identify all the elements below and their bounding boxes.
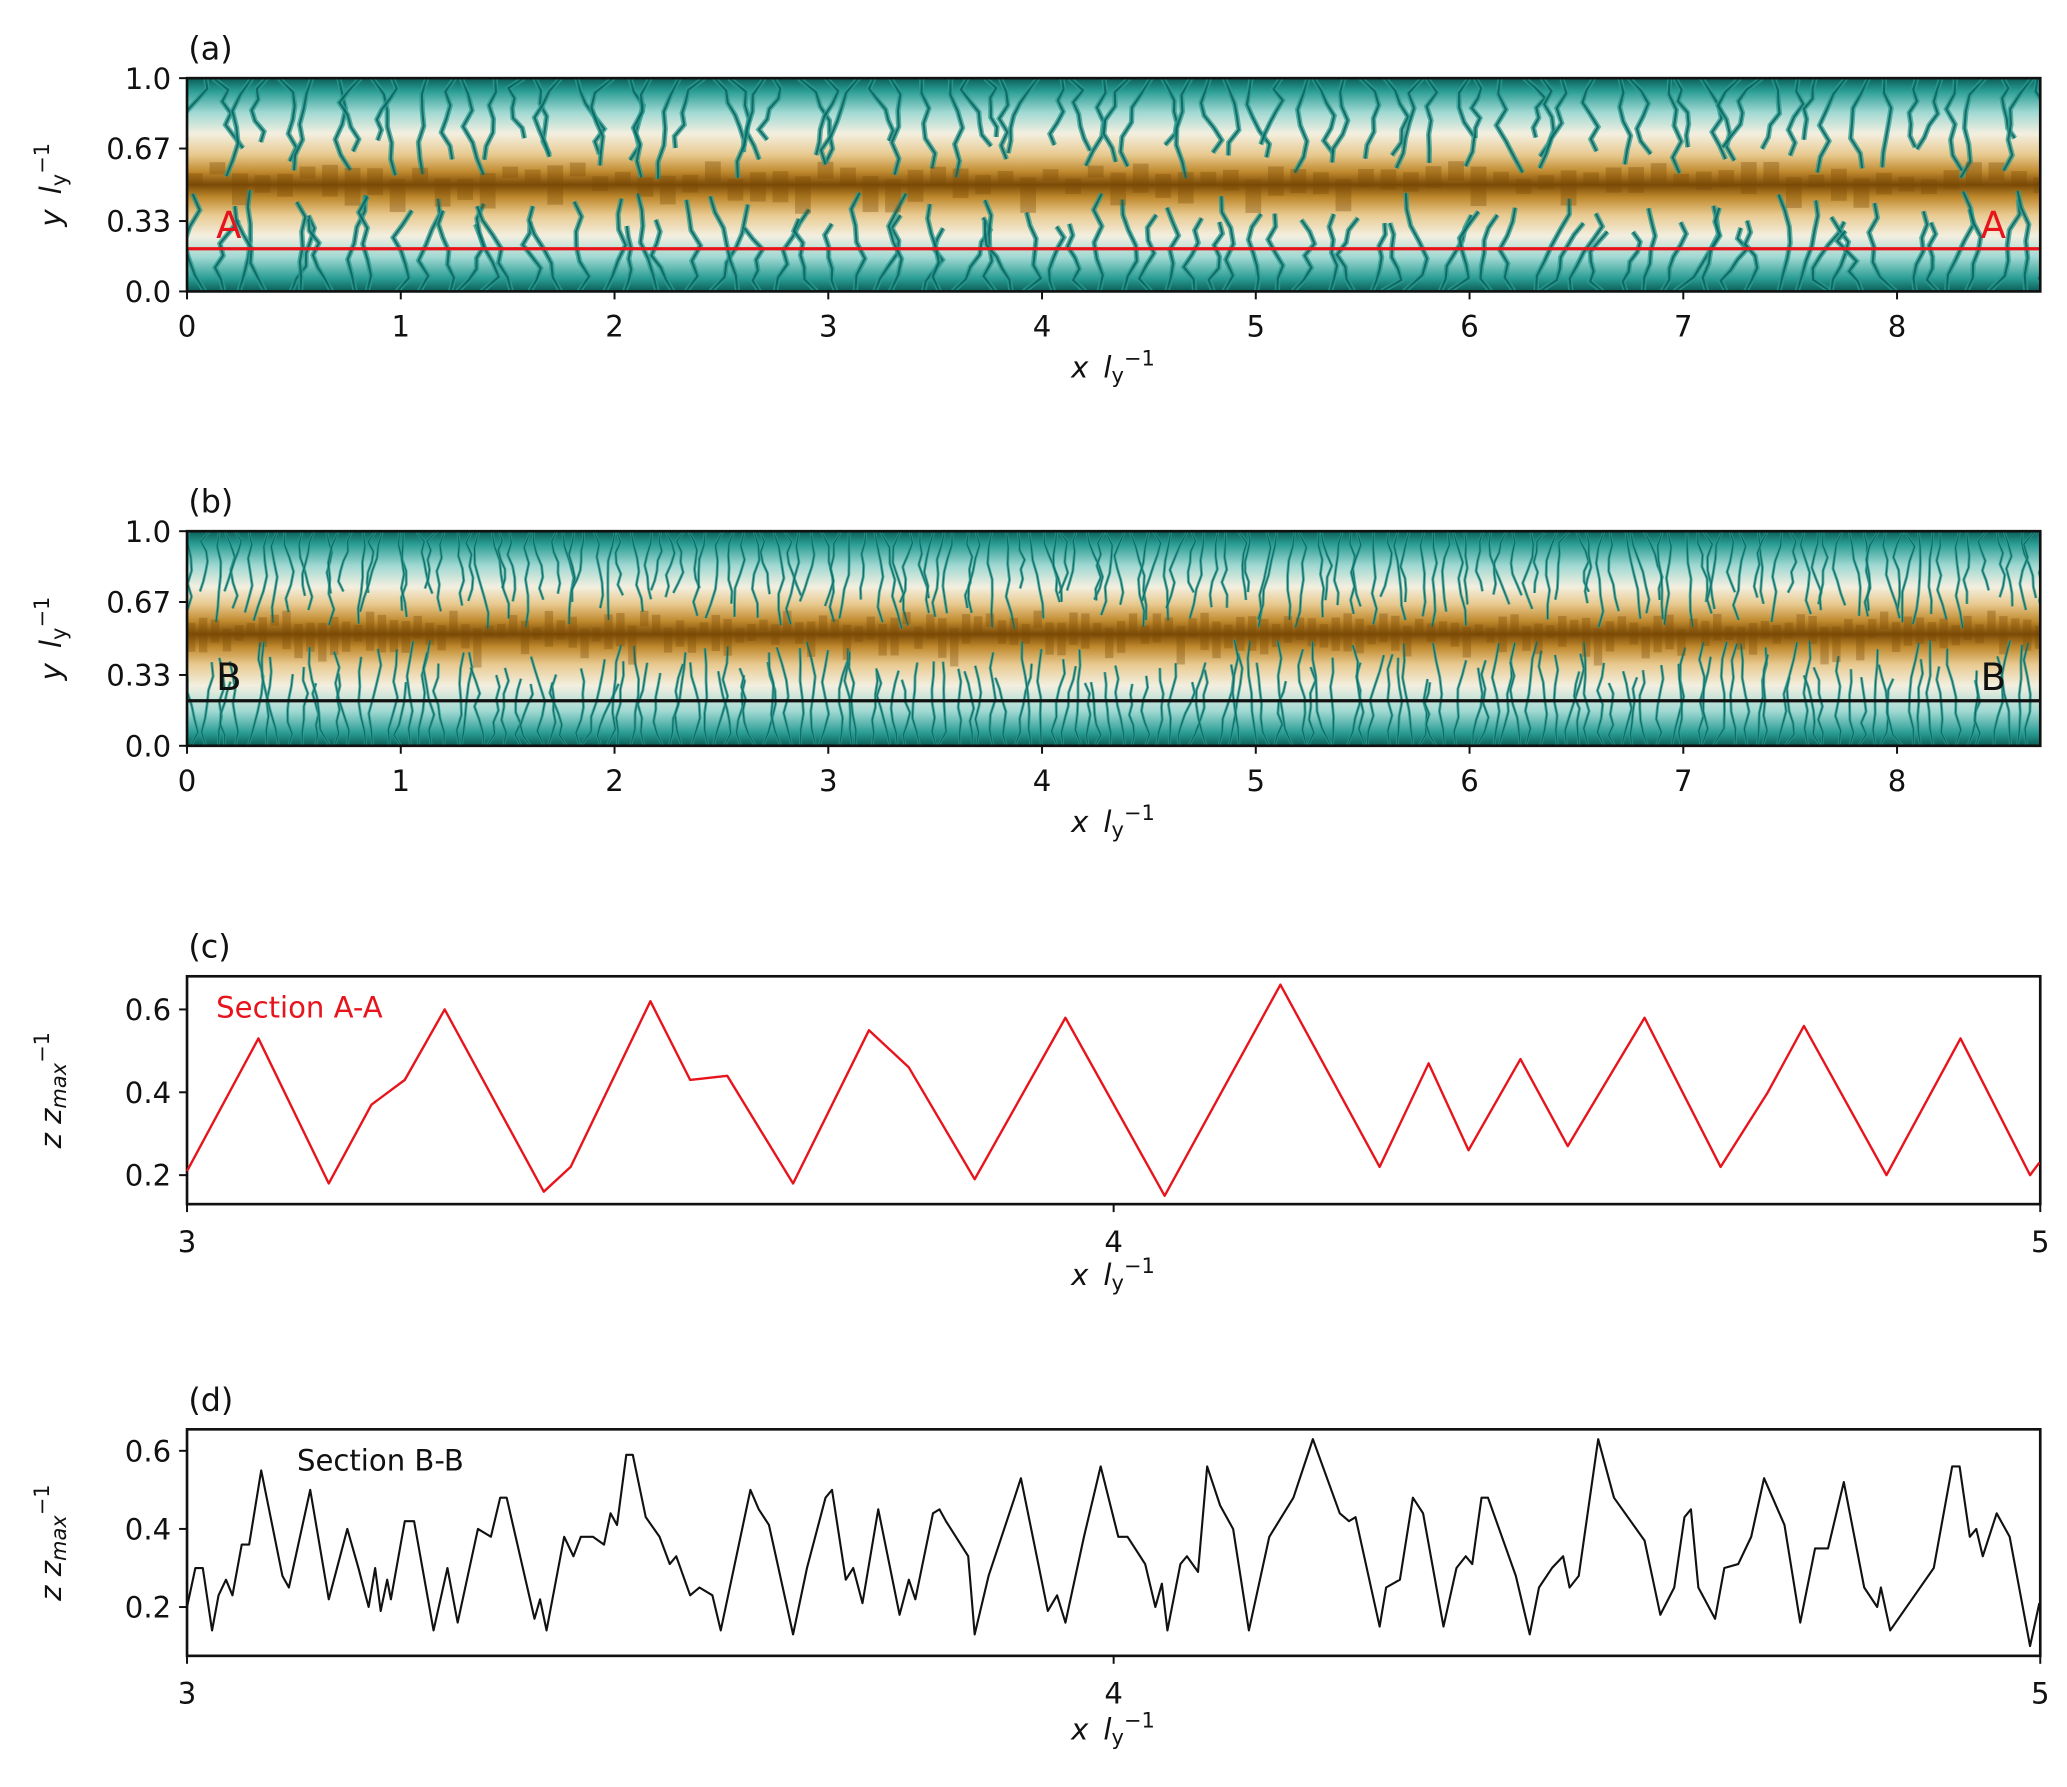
x-tick-label: 1: [392, 764, 411, 798]
elevation-map: [187, 78, 2041, 292]
x-tick-label: 3: [819, 764, 838, 798]
x-axis-label: x ly−1: [1070, 347, 1155, 388]
x-tick-label: 1: [392, 309, 411, 343]
section-label-right: B: [1981, 656, 2006, 699]
panel-label: (b): [188, 484, 233, 521]
y-tick-label: 0.2: [125, 1159, 171, 1193]
x-tick-label: 5: [1247, 309, 1266, 343]
y-tick-label: 0.6: [125, 1434, 171, 1468]
x-axis-label: x ly−1: [1070, 1254, 1155, 1295]
plot-frame: [185, 974, 2042, 1206]
x-tick-label: 3: [819, 309, 838, 343]
x-tick-label: 8: [1888, 309, 1907, 343]
panel-label: (d): [188, 1382, 233, 1419]
y-tick-label: 0.33: [106, 659, 171, 693]
x-tick-label: 0: [178, 764, 197, 798]
y-axis-label: z zmax−1: [31, 1484, 72, 1601]
x-tick-label: 4: [1033, 309, 1052, 343]
panel-c: (c) 3 4 5 0.2 0.4 0.6 Section A-A x ly−1 z zmax−1: [31, 929, 2050, 1295]
x-tick-label: 6: [1460, 764, 1479, 798]
y-axis-label: z zmax−1: [31, 1032, 72, 1149]
y-tick-label: 1.0: [125, 515, 171, 549]
y-tick-label: 0.33: [106, 205, 171, 239]
x-tick-label: 6: [1460, 309, 1479, 343]
y-tick-label: 0.4: [125, 1076, 171, 1110]
x-tick-label: 0: [178, 309, 197, 343]
section-label-left: A: [216, 204, 242, 247]
y-tick-label: 0.6: [125, 993, 171, 1027]
x-tick-label: 4: [1104, 1677, 1123, 1711]
panel-label: (a): [188, 31, 232, 68]
x-tick-label: 5: [2031, 1677, 2050, 1711]
panel-b: (b) B B 0 1 2 3 4 5 6 7 8 0.0 0.33 0.67 1.0 x ly−1 y ly−1: [31, 484, 2042, 842]
y-axis-label: y ly−1: [31, 597, 72, 682]
x-tick-label: 2: [605, 764, 624, 798]
x-tick-label: 2: [605, 309, 624, 343]
plot-frame: [185, 76, 2042, 293]
x-tick-label: 3: [178, 1225, 197, 1259]
y-tick-label: 0.4: [125, 1513, 171, 1547]
drainage-network: [187, 531, 2041, 746]
x-tick-label: 7: [1674, 309, 1693, 343]
x-tick-label: 8: [1888, 764, 1907, 798]
x-tick-label: 5: [1247, 764, 1266, 798]
plot-frame: [185, 1428, 2042, 1658]
y-tick-label: 0.67: [106, 132, 171, 166]
x-tick-label: 7: [1674, 764, 1693, 798]
panel-a: (a) A A 0 1 2 3 4 5 6 7 8 0.0 0.33 0.67 1.0 x ly−1 y ly−1: [31, 31, 2042, 388]
section-annotation: Section A-A: [216, 990, 383, 1024]
profile-line: [185, 1438, 2041, 1648]
y-tick-label: 1.0: [125, 62, 171, 96]
x-tick-label: 4: [1104, 1225, 1123, 1259]
section-annotation: Section B-B: [297, 1443, 464, 1477]
y-axis-label: y ly−1: [31, 143, 72, 228]
x-axis-label: x ly−1: [1070, 801, 1155, 842]
x-axis-label: x ly−1: [1070, 1709, 1155, 1750]
x-tick-label: 4: [1033, 764, 1052, 798]
y-tick-label: 0.0: [125, 275, 171, 309]
y-tick-label: 0.0: [125, 729, 171, 763]
panel-label: (c): [188, 929, 230, 966]
x-tick-label: 5: [2031, 1225, 2050, 1259]
profile-line: [185, 983, 2041, 1197]
plot-frame: [185, 529, 2042, 748]
y-tick-label: 0.67: [106, 586, 171, 620]
drainage-network: [187, 78, 2041, 292]
panel-d: (d) 3 4 5 0.2 0.4 0.6 Section B-B x ly−1 z zmax−1: [31, 1382, 2050, 1750]
section-label-right: A: [1981, 204, 2007, 247]
y-tick-label: 0.2: [125, 1591, 171, 1625]
section-label-left: B: [216, 656, 241, 699]
x-tick-label: 3: [178, 1677, 197, 1711]
